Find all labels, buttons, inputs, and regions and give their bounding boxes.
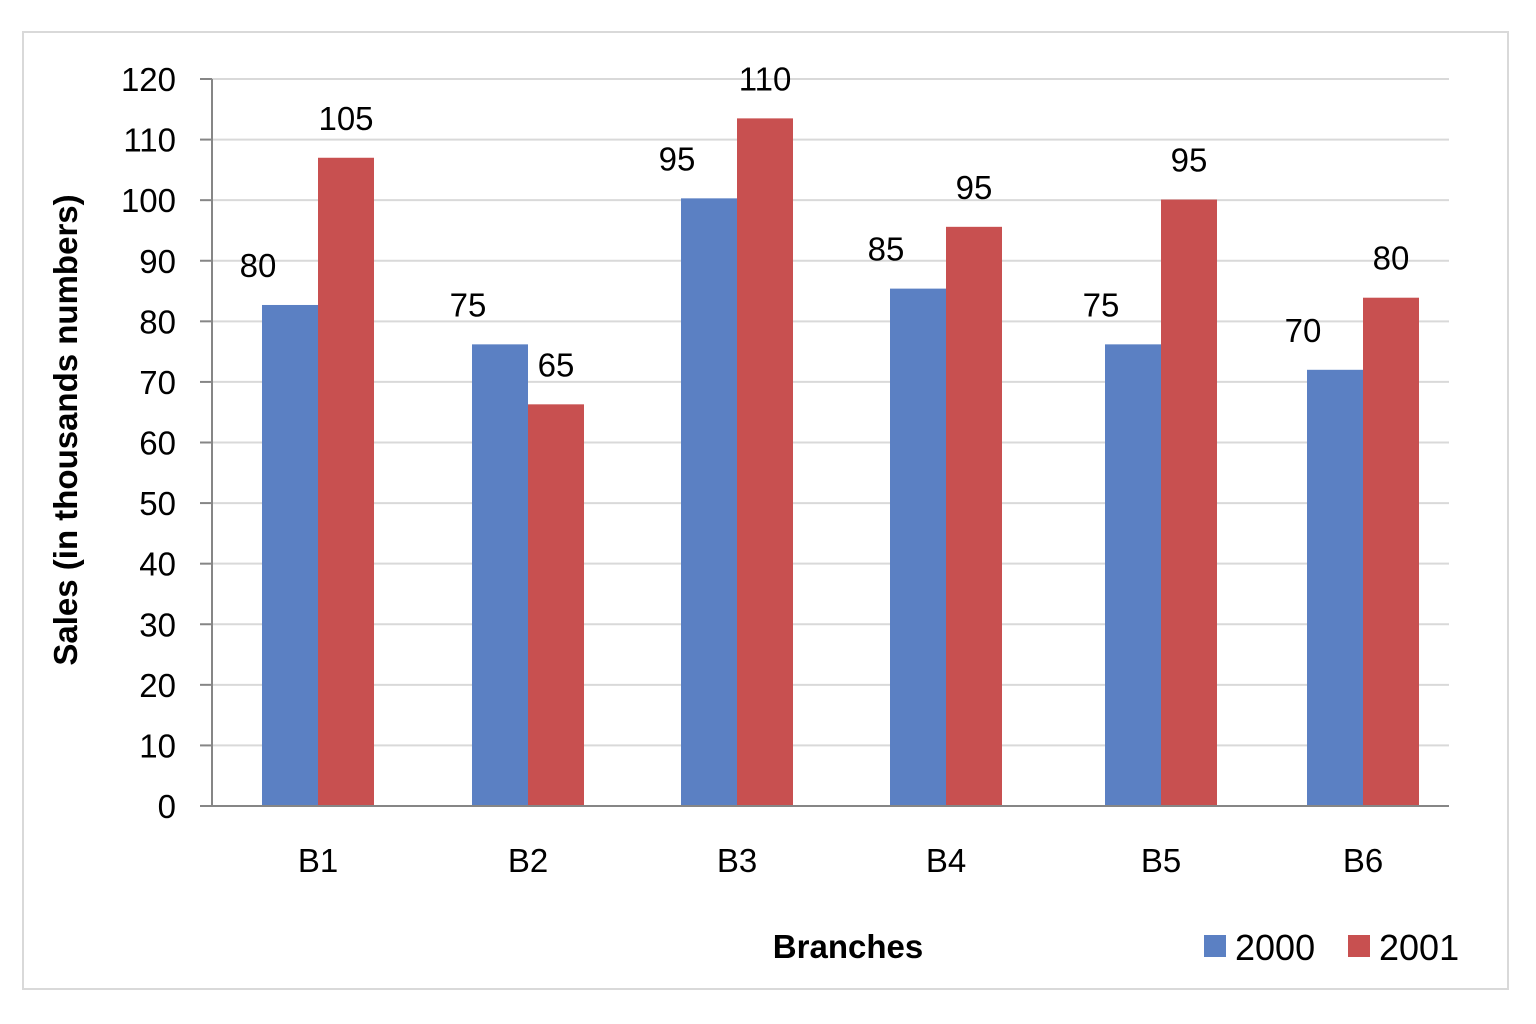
bar-B2-2000 bbox=[472, 344, 528, 806]
bar-B3-2001 bbox=[737, 118, 793, 807]
y-tick-label-60: 60 bbox=[139, 425, 176, 462]
y-tick-label-50: 50 bbox=[139, 485, 176, 522]
bars bbox=[262, 118, 1419, 807]
data-label-B5-2001: 95 bbox=[1171, 142, 1208, 179]
y-tick-label-0: 0 bbox=[158, 788, 176, 825]
x-tick-label-B3: B3 bbox=[717, 842, 757, 879]
bar-B5-2001 bbox=[1161, 199, 1217, 806]
legend-swatch-2000 bbox=[1204, 935, 1226, 957]
data-label-B4-2001: 95 bbox=[956, 169, 993, 206]
y-tick-label-70: 70 bbox=[139, 364, 176, 401]
bar-B6-2000 bbox=[1307, 369, 1363, 806]
y-tick-label-110: 110 bbox=[123, 122, 176, 159]
bar-B6-2001 bbox=[1363, 297, 1419, 806]
data-label-B3-2001: 110 bbox=[739, 60, 792, 97]
y-tick-label-30: 30 bbox=[139, 606, 176, 643]
y-tick-label-90: 90 bbox=[139, 243, 176, 280]
legend: 2000 2001 bbox=[1204, 927, 1459, 968]
axes bbox=[200, 78, 1449, 807]
data-label-B6-2000: 70 bbox=[1285, 312, 1322, 349]
bar-B1-2000 bbox=[262, 304, 318, 806]
data-label-B4-2000: 85 bbox=[868, 231, 905, 268]
data-label-B1-2001: 105 bbox=[318, 100, 373, 137]
legend-swatch-2001 bbox=[1348, 935, 1370, 957]
data-label-B5-2000: 75 bbox=[1083, 286, 1120, 323]
bar-B3-2000 bbox=[681, 198, 737, 806]
data-label-B1-2000: 80 bbox=[240, 247, 277, 284]
gridlines bbox=[212, 78, 1449, 747]
x-tick-label-B6: B6 bbox=[1343, 842, 1383, 879]
data-label-B6-2001: 80 bbox=[1373, 240, 1410, 277]
labels: 0 10 20 30 40 50 60 70 80 90 100 110 120 80 105 B1 75 65 B… bbox=[121, 60, 1409, 879]
data-label-B3-2000: 95 bbox=[659, 140, 696, 177]
bar-B1-2001 bbox=[318, 157, 374, 807]
x-tick-label-B1: B1 bbox=[298, 842, 338, 879]
y-tick-label-80: 80 bbox=[139, 303, 176, 340]
y-axis-title: Sales (in thousands numbers) bbox=[47, 194, 84, 665]
bar-B4-2000 bbox=[890, 288, 946, 806]
bar-B5-2000 bbox=[1105, 344, 1161, 806]
y-tick-label-20: 20 bbox=[139, 667, 176, 704]
y-tick-label-100: 100 bbox=[121, 182, 176, 219]
bar-B2-2001 bbox=[528, 404, 584, 806]
data-label-B2-2001: 65 bbox=[538, 346, 575, 383]
x-tick-label-B2: B2 bbox=[508, 842, 548, 879]
x-axis-title: Branches bbox=[773, 928, 923, 965]
legend-label-2000: 2000 bbox=[1235, 927, 1315, 968]
y-tick-label-40: 40 bbox=[139, 546, 176, 583]
x-tick-label-B5: B5 bbox=[1141, 842, 1181, 879]
data-label-B2-2000: 75 bbox=[450, 286, 487, 323]
y-tick-label-120: 120 bbox=[121, 61, 176, 98]
legend-label-2001: 2001 bbox=[1379, 927, 1459, 968]
bar-B4-2001 bbox=[946, 226, 1002, 806]
y-tick-label-10: 10 bbox=[139, 727, 176, 764]
x-tick-label-B4: B4 bbox=[926, 842, 966, 879]
